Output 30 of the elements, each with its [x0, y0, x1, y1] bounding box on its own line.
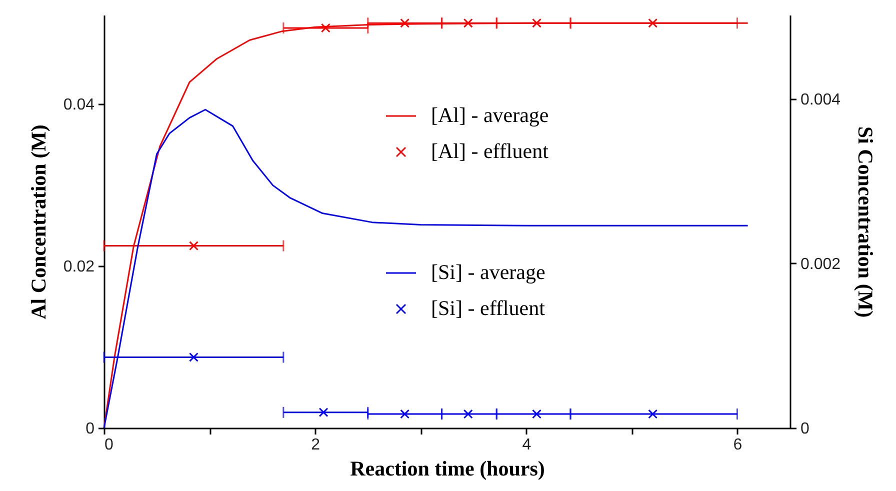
point [463, 409, 473, 419]
y2-axis-title: Si Concentration (M) [854, 126, 878, 318]
y-axis-title: Al Concentration (M) [26, 124, 50, 320]
point [320, 23, 330, 33]
point [532, 18, 542, 28]
y2-tick-label: 0 [800, 420, 810, 438]
point [318, 408, 328, 418]
line-series [103, 108, 749, 429]
y2-tick-label: 0.004 [800, 91, 841, 108]
legend-label: [Al] - average [431, 103, 549, 127]
point [463, 18, 473, 28]
point [400, 409, 410, 419]
point [188, 352, 198, 362]
x-tick-label: 4 [522, 436, 532, 454]
point [532, 409, 542, 419]
y-tick-label: 0 [86, 420, 95, 438]
x-tick-label: 2 [311, 436, 320, 454]
y-tick-label: 0.02 [63, 258, 95, 276]
x-axis-title: Reaction time (hours) [350, 456, 545, 480]
point [648, 409, 658, 419]
x-tick-label: 0 [104, 436, 114, 454]
x-tick-label: 6 [733, 436, 742, 454]
point [188, 241, 198, 251]
point [400, 18, 410, 28]
legend-label: [Al] - effluent [431, 139, 549, 163]
point [648, 18, 658, 28]
legend-label: [Si] - effluent [431, 296, 546, 320]
y-tick-label: 0.04 [63, 96, 95, 114]
y2-tick-label: 0.002 [800, 256, 841, 273]
legend-label: [Si] - average [431, 260, 546, 284]
